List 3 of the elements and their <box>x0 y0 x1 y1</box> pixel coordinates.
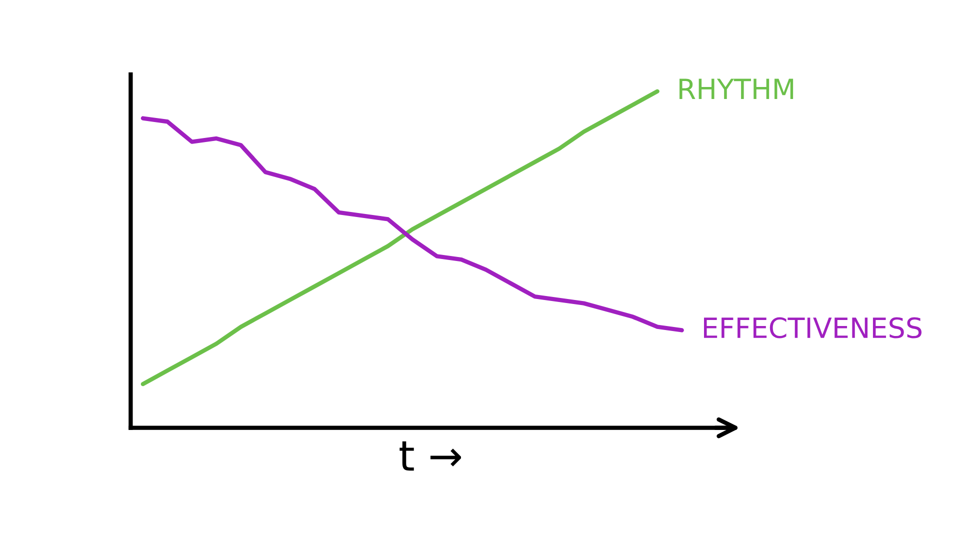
series-label: RHYTHM <box>680 78 794 100</box>
series-label: EFFECTIVENESS <box>704 317 922 338</box>
x-axis-title: t → <box>400 441 461 471</box>
